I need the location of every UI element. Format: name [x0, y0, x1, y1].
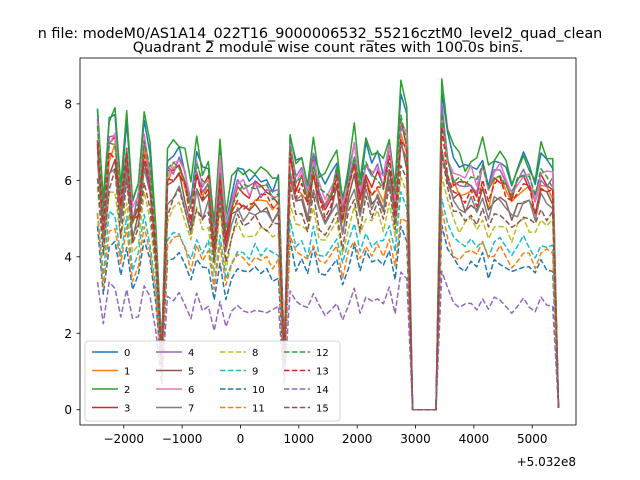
legend-label-12: 12	[316, 348, 329, 359]
x-tick-label: 5000	[517, 432, 548, 446]
y-tick-label: 2	[64, 327, 72, 341]
y-axis-ticks: 0 2 4 6 8	[64, 97, 80, 417]
legend-label-9: 9	[252, 367, 258, 378]
y-tick-label: 4	[64, 250, 72, 264]
legend-label-0: 0	[124, 348, 130, 359]
series-line-13	[96, 126, 560, 411]
series-line-1	[96, 120, 560, 411]
series-line-12	[96, 112, 560, 411]
legend-label-1: 1	[124, 367, 130, 378]
x-offset-label: +5.032e8	[517, 455, 576, 469]
legend-label-10: 10	[252, 385, 265, 396]
legend-label-4: 4	[188, 348, 194, 359]
series-line-5	[96, 138, 560, 411]
series-lines	[96, 78, 560, 411]
series-line-2	[96, 78, 560, 411]
series-line-0	[96, 91, 560, 411]
chart-title: Quadrant 2 module wise count rates with …	[133, 40, 524, 56]
figure-suptitle: n file: modeM0/AS1A14_022T16_9000006532_…	[38, 26, 603, 42]
x-tick-label: 2000	[342, 432, 373, 446]
legend-label-7: 7	[188, 404, 194, 415]
legend-box	[84, 340, 341, 422]
plot-frame	[79, 57, 577, 426]
legend-label-15: 15	[316, 404, 329, 415]
series-line-15	[96, 153, 560, 411]
x-tick-label: 0	[237, 432, 245, 446]
y-tick-label: 6	[64, 174, 72, 188]
series-line-11	[96, 208, 560, 411]
x-axis-ticks: −2000 −1000 0 1000 2000 3000 4000 5000	[103, 425, 548, 446]
series-line-9	[96, 191, 560, 411]
series-line-8	[96, 175, 560, 411]
x-tick-label: 4000	[459, 432, 490, 446]
legend-label-6: 6	[188, 385, 194, 396]
legend-label-5: 5	[188, 367, 194, 378]
x-tick-label: −2000	[103, 432, 144, 446]
legend-label-14: 14	[316, 385, 329, 396]
series-line-10	[96, 224, 560, 411]
x-tick-label: 1000	[284, 432, 315, 446]
series-line-14	[96, 270, 560, 411]
y-tick-label: 0	[64, 403, 72, 417]
x-tick-label: 3000	[400, 432, 431, 446]
legend-label-3: 3	[124, 404, 130, 415]
legend-label-2: 2	[124, 385, 130, 396]
x-tick-label: −1000	[162, 432, 203, 446]
legend-label-13: 13	[316, 367, 329, 378]
y-tick-label: 8	[64, 97, 72, 111]
legend-label-11: 11	[252, 404, 265, 415]
legend-label-8: 8	[252, 348, 258, 359]
